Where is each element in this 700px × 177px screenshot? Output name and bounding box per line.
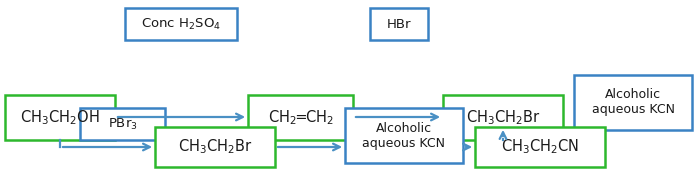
Text: Alcoholic
aqueous KCN: Alcoholic aqueous KCN	[592, 88, 675, 116]
FancyBboxPatch shape	[248, 95, 353, 140]
Text: CH$_2$═CH$_2$: CH$_2$═CH$_2$	[267, 108, 333, 127]
FancyBboxPatch shape	[5, 95, 115, 140]
Text: CH$_3$CH$_2$Br: CH$_3$CH$_2$Br	[178, 138, 253, 156]
FancyBboxPatch shape	[125, 8, 237, 40]
FancyBboxPatch shape	[80, 108, 165, 140]
FancyBboxPatch shape	[475, 127, 605, 167]
Text: Alcoholic
aqueous KCN: Alcoholic aqueous KCN	[363, 121, 445, 150]
Text: HBr: HBr	[386, 18, 412, 30]
FancyBboxPatch shape	[443, 95, 563, 140]
Text: CH$_3$CH$_2$OH: CH$_3$CH$_2$OH	[20, 108, 100, 127]
Text: CH$_3$CH$_2$Br: CH$_3$CH$_2$Br	[466, 108, 540, 127]
Text: PBr$_3$: PBr$_3$	[108, 116, 137, 132]
FancyBboxPatch shape	[155, 127, 275, 167]
FancyBboxPatch shape	[370, 8, 428, 40]
Text: CH$_3$CH$_2$CN: CH$_3$CH$_2$CN	[501, 138, 579, 156]
FancyBboxPatch shape	[574, 75, 692, 130]
FancyBboxPatch shape	[345, 108, 463, 163]
Text: Conc H$_2$SO$_4$: Conc H$_2$SO$_4$	[141, 16, 221, 32]
